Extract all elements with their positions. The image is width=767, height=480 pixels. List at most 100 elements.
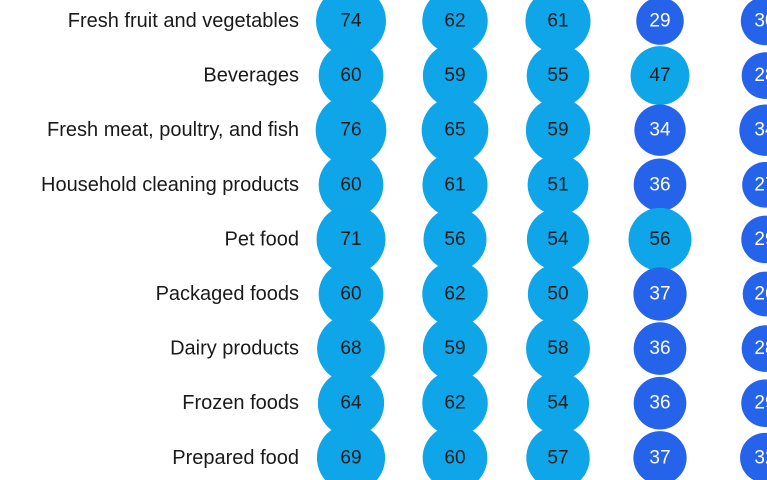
bubble-value-label: 29 xyxy=(754,229,767,250)
bubble xyxy=(526,208,590,271)
bubble xyxy=(633,322,687,375)
bubble-value-label: 54 xyxy=(547,229,569,250)
row-label: Pet food xyxy=(224,228,299,250)
bubble xyxy=(422,370,488,436)
bubble xyxy=(742,271,767,317)
bubble xyxy=(633,267,687,321)
row-label: Packaged foods xyxy=(156,283,299,305)
bubble xyxy=(422,43,488,108)
bubble xyxy=(316,204,386,274)
bubble xyxy=(525,98,591,163)
bubble-value-label: 62 xyxy=(444,11,465,32)
bubble xyxy=(423,207,487,271)
bubble-value-label: 36 xyxy=(649,338,670,359)
bubble-value-label: 28 xyxy=(754,338,767,359)
bubble xyxy=(422,425,488,480)
bubble xyxy=(526,316,590,381)
bubble-value-label: 37 xyxy=(649,447,670,468)
bubble-value-label: 58 xyxy=(547,338,568,359)
bubble xyxy=(422,152,488,218)
bubble-value-label: 59 xyxy=(444,338,465,359)
row-label: Prepared food xyxy=(172,447,299,469)
bubble xyxy=(636,0,684,45)
bubble xyxy=(741,52,767,99)
bubble-value-label: 56 xyxy=(444,229,465,250)
bubble xyxy=(525,0,591,54)
bubble xyxy=(527,263,589,325)
bubble-value-label: 47 xyxy=(649,65,670,86)
bubble-value-label: 36 xyxy=(649,393,670,414)
bubble-value-label: 37 xyxy=(649,284,670,305)
bubble-value-label: 74 xyxy=(340,11,362,32)
bubble-value-label: 60 xyxy=(444,447,465,468)
bubble xyxy=(421,96,489,164)
row-label: Fresh meat, poultry, and fish xyxy=(47,119,299,141)
bubble xyxy=(422,316,488,381)
bubble-value-label: 62 xyxy=(444,393,465,414)
bubble-value-label: 59 xyxy=(444,65,465,86)
bubble xyxy=(741,379,767,427)
bubble xyxy=(318,261,384,327)
bubble xyxy=(318,152,384,218)
bubble xyxy=(633,431,687,480)
bubble-value-label: 28 xyxy=(754,65,767,86)
bubble-value-label: 34 xyxy=(754,120,767,141)
bubble-value-label: 60 xyxy=(340,284,361,305)
bubble xyxy=(742,161,767,208)
bubble-value-label: 51 xyxy=(547,174,568,195)
bubble-value-label: 60 xyxy=(340,174,361,195)
bubble-value-label: 56 xyxy=(649,229,670,250)
bubble-value-label: 32 xyxy=(754,447,767,468)
bubble xyxy=(526,372,590,435)
row-label: Dairy products xyxy=(170,338,299,360)
bubble xyxy=(526,426,590,480)
bubble xyxy=(741,215,767,264)
bubble xyxy=(317,370,385,437)
bubble xyxy=(318,43,384,108)
bubble-value-label: 68 xyxy=(340,338,361,359)
bubble-value-label: 69 xyxy=(340,447,361,468)
bubble-value-label: 61 xyxy=(444,174,465,195)
bubble xyxy=(527,154,589,216)
bubble-value-label: 64 xyxy=(340,393,362,414)
bubble-value-label: 36 xyxy=(649,174,670,195)
bubble-value-label: 34 xyxy=(649,120,671,141)
bubble xyxy=(740,432,767,480)
bubble-value-label: 29 xyxy=(649,11,670,32)
bubble xyxy=(628,207,692,271)
bubble-value-label: 26 xyxy=(754,284,767,305)
bubble-value-label: 59 xyxy=(547,120,568,141)
bubble-value-label: 65 xyxy=(444,120,465,141)
bubble xyxy=(739,104,767,156)
bubble-value-label: 61 xyxy=(547,11,568,32)
row-label: Fresh fruit and vegetables xyxy=(68,10,299,32)
bubble-value-label: 55 xyxy=(547,65,568,86)
bubble-value-label: 27 xyxy=(754,174,767,195)
bubble xyxy=(422,261,488,327)
bubble xyxy=(422,0,488,54)
row-label: Frozen foods xyxy=(182,392,299,414)
bubble-value-label: 60 xyxy=(340,65,361,86)
row-label: Beverages xyxy=(203,65,299,87)
bubble xyxy=(526,44,590,107)
bubble xyxy=(741,325,767,372)
bubble-value-label: 71 xyxy=(340,229,361,250)
bubble xyxy=(317,314,385,383)
row-label: Household cleaning products xyxy=(41,174,299,196)
bubble xyxy=(630,46,690,106)
bubble xyxy=(316,423,386,480)
bubble-value-label: 76 xyxy=(340,120,361,141)
bubble xyxy=(633,158,687,212)
bubble xyxy=(634,104,686,156)
bubble xyxy=(315,94,387,166)
bubble-value-label: 57 xyxy=(547,447,568,468)
bubble-value-label: 54 xyxy=(547,393,569,414)
bubble-value-label: 30 xyxy=(754,11,767,32)
bubble xyxy=(740,0,767,46)
bubble xyxy=(316,0,386,56)
bubble-value-label: 62 xyxy=(444,284,465,305)
bubble xyxy=(633,376,687,430)
bubble-value-label: 50 xyxy=(547,284,568,305)
bubble-value-label: 29 xyxy=(754,393,767,414)
